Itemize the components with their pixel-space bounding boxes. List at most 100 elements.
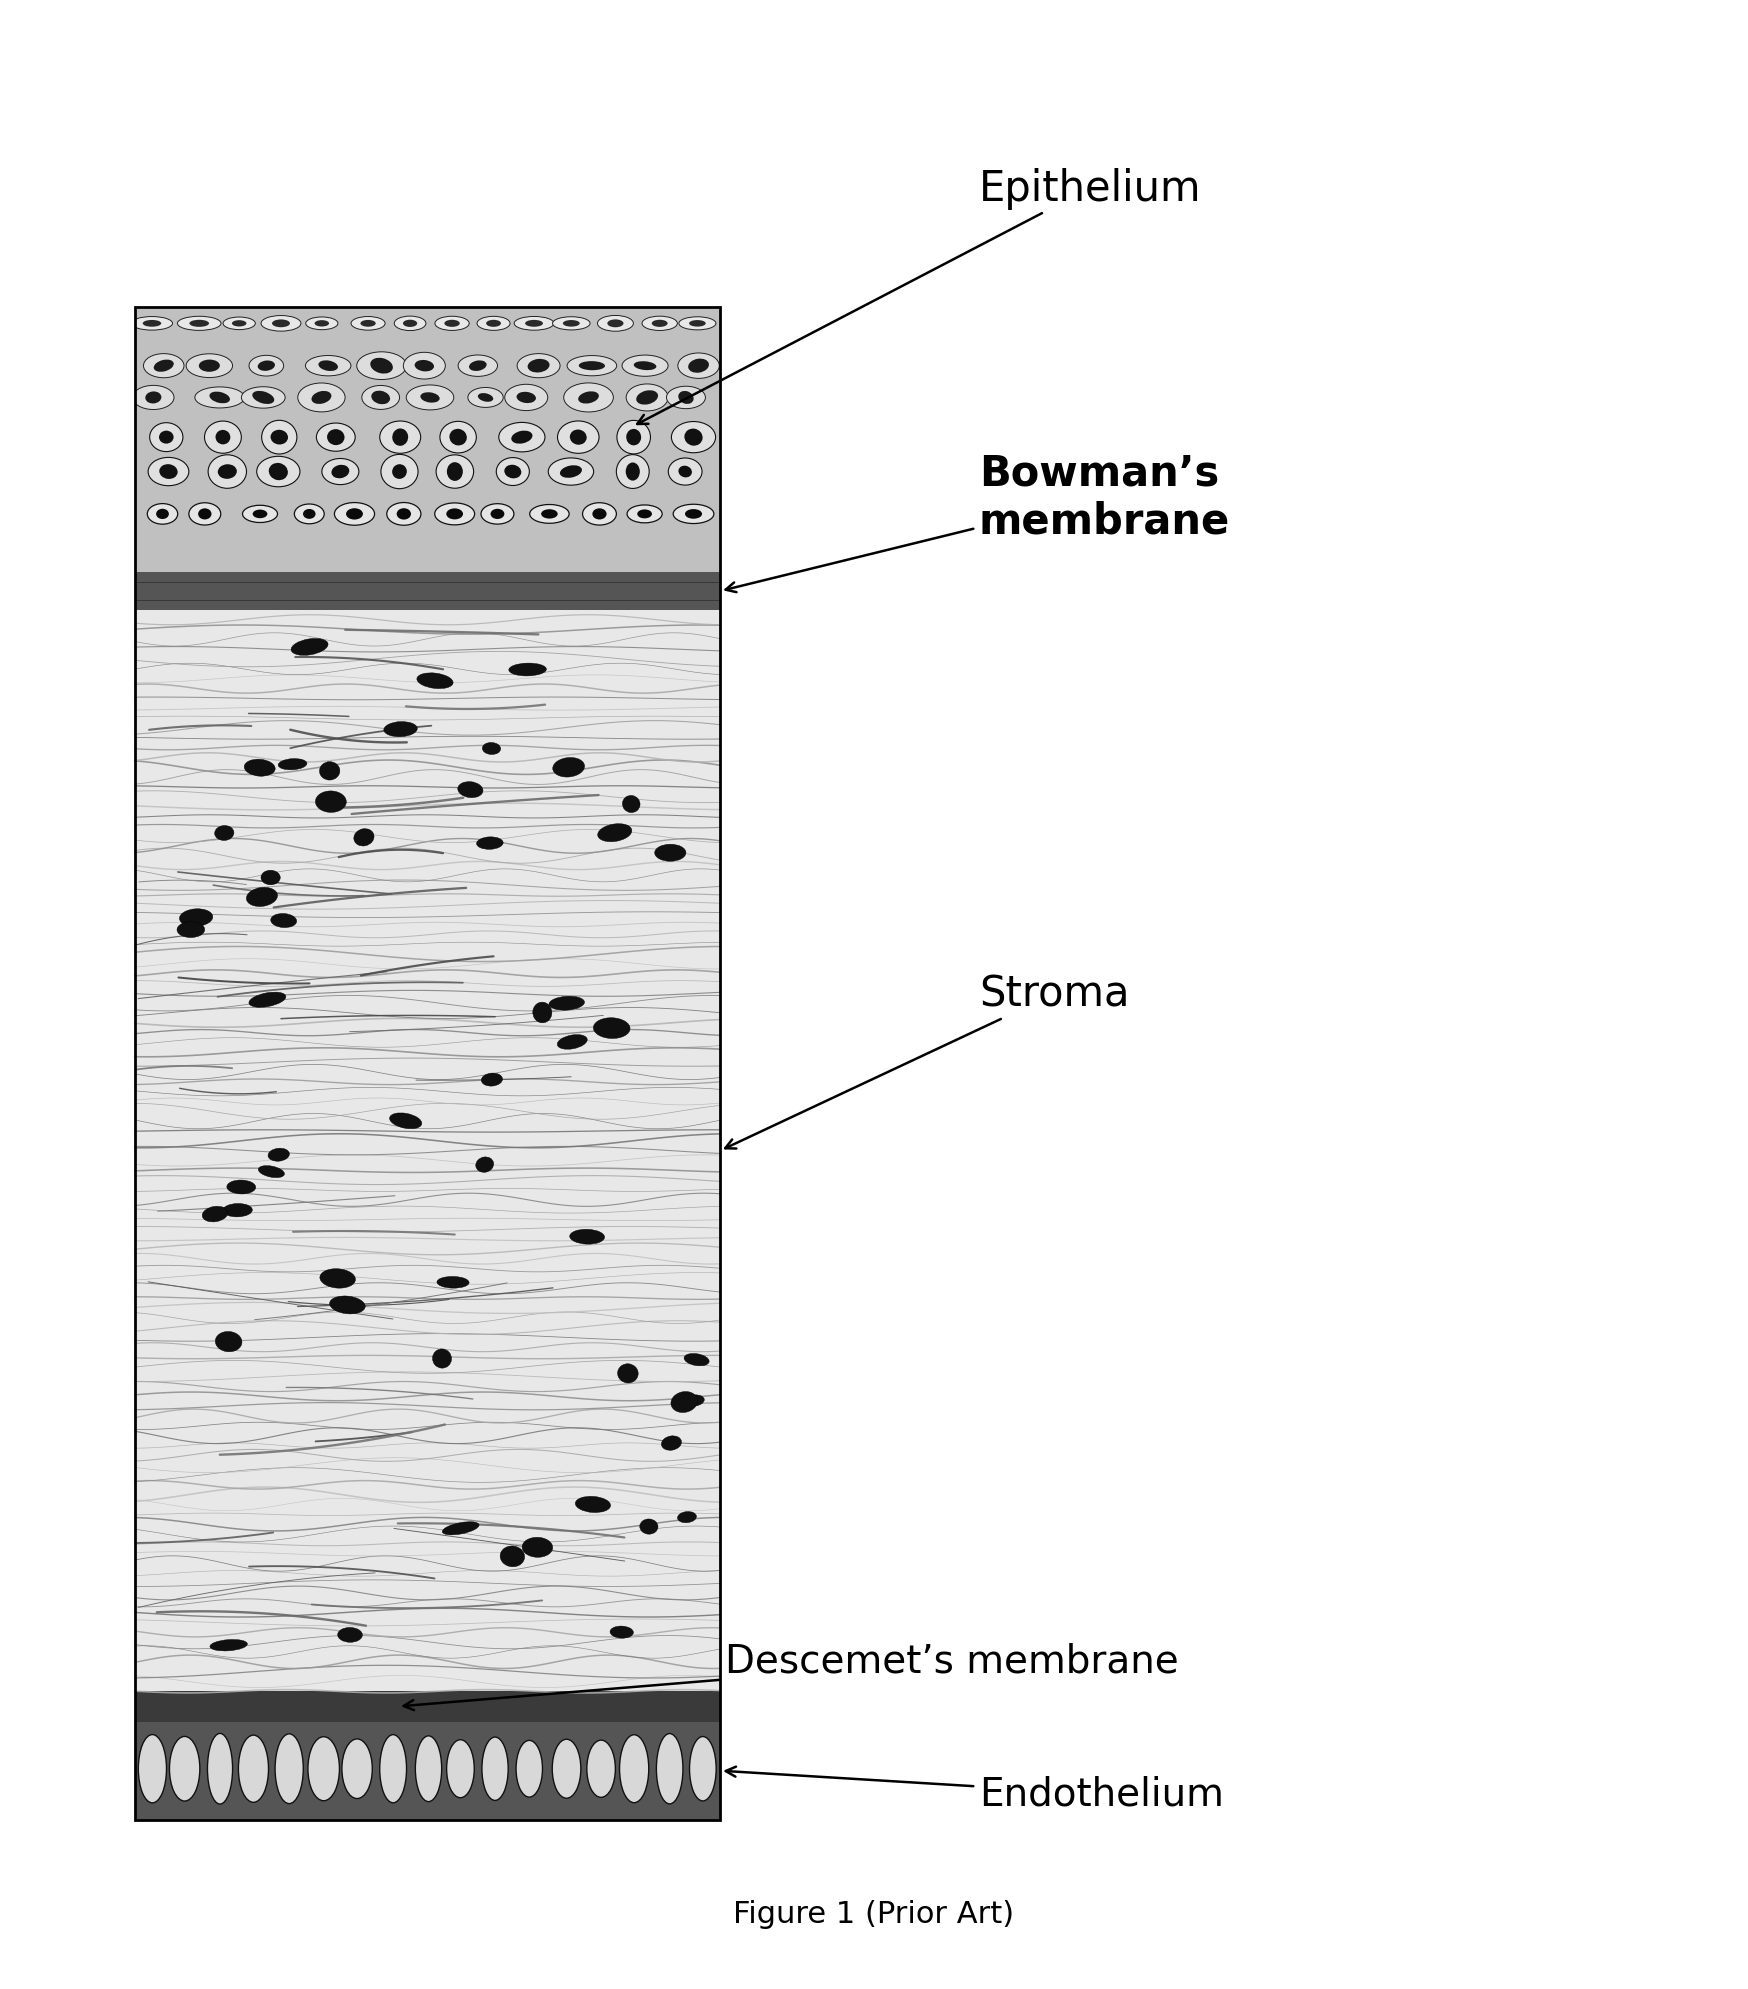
Ellipse shape [678,467,692,477]
Ellipse shape [563,320,580,328]
Ellipse shape [262,422,297,455]
Ellipse shape [552,318,591,330]
Ellipse shape [622,356,668,378]
Ellipse shape [549,459,594,485]
Ellipse shape [673,505,713,525]
Ellipse shape [505,386,547,412]
Text: Stroma: Stroma [725,973,1129,1150]
Ellipse shape [177,316,220,332]
Ellipse shape [685,430,703,446]
Ellipse shape [528,360,549,374]
Ellipse shape [316,424,355,452]
Ellipse shape [297,384,344,412]
Ellipse shape [496,457,530,485]
Ellipse shape [273,320,290,328]
Ellipse shape [517,392,537,404]
Ellipse shape [194,388,245,410]
Ellipse shape [253,511,267,519]
Ellipse shape [245,760,274,778]
Ellipse shape [442,1522,479,1536]
Ellipse shape [145,392,161,404]
Text: Descemet’s membrane: Descemet’s membrane [404,1641,1180,1711]
Ellipse shape [530,505,570,523]
Ellipse shape [215,825,234,841]
Ellipse shape [177,923,205,939]
Ellipse shape [628,505,662,523]
Ellipse shape [432,1349,451,1368]
Ellipse shape [133,386,175,410]
Ellipse shape [371,358,393,374]
Bar [135,308,720,573]
Ellipse shape [385,722,418,738]
Ellipse shape [315,320,329,328]
Ellipse shape [381,455,418,489]
Ellipse shape [246,887,278,907]
Bar [135,1691,720,1722]
Ellipse shape [180,909,213,927]
Ellipse shape [477,837,503,849]
Ellipse shape [351,318,385,330]
Ellipse shape [635,362,656,372]
Ellipse shape [306,318,337,330]
Ellipse shape [346,509,364,521]
Ellipse shape [524,320,544,328]
Ellipse shape [210,1639,248,1651]
Ellipse shape [617,1364,638,1382]
Ellipse shape [593,509,607,521]
Ellipse shape [131,318,173,330]
Ellipse shape [294,505,323,525]
Ellipse shape [593,1018,629,1038]
Ellipse shape [267,1148,290,1162]
Ellipse shape [185,354,232,378]
Ellipse shape [678,1512,696,1524]
Ellipse shape [661,1436,682,1450]
Ellipse shape [271,915,297,929]
Ellipse shape [486,320,502,328]
Ellipse shape [689,360,710,374]
Ellipse shape [392,465,407,479]
Ellipse shape [446,509,463,519]
Ellipse shape [397,509,411,521]
Ellipse shape [222,1203,252,1217]
Ellipse shape [147,505,178,525]
Ellipse shape [685,509,703,519]
Ellipse shape [292,638,329,656]
Ellipse shape [360,320,376,328]
Bar [135,1722,720,1820]
Ellipse shape [404,354,446,380]
Ellipse shape [302,509,316,519]
Ellipse shape [652,320,668,328]
Ellipse shape [318,362,337,372]
Ellipse shape [257,457,301,487]
Bar [135,308,720,1820]
Ellipse shape [215,432,231,446]
Ellipse shape [386,503,421,525]
Bar [135,611,720,1691]
Ellipse shape [330,1297,365,1315]
Ellipse shape [491,509,505,519]
Ellipse shape [579,362,605,372]
Ellipse shape [227,1179,255,1193]
Ellipse shape [357,352,407,380]
Ellipse shape [447,1740,474,1798]
Ellipse shape [498,424,545,453]
Ellipse shape [315,792,346,814]
Ellipse shape [638,509,652,519]
Ellipse shape [477,394,493,402]
Ellipse shape [353,829,374,847]
Ellipse shape [269,463,288,481]
Ellipse shape [482,744,500,756]
Ellipse shape [598,316,633,332]
Ellipse shape [271,430,288,446]
Ellipse shape [622,796,640,814]
Ellipse shape [420,394,440,404]
Ellipse shape [575,1496,610,1514]
Ellipse shape [327,430,344,446]
Ellipse shape [468,362,486,372]
Ellipse shape [617,455,649,489]
Ellipse shape [636,392,657,406]
Ellipse shape [143,320,161,328]
Ellipse shape [642,316,676,332]
Ellipse shape [626,384,668,412]
Ellipse shape [516,1740,542,1798]
